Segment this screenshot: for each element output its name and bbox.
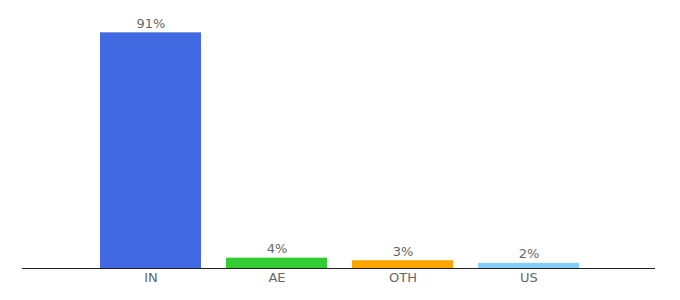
svg-text:2%: 2%: [519, 246, 540, 261]
svg-text:US: US: [520, 270, 538, 285]
svg-text:IN: IN: [144, 270, 158, 285]
svg-text:AE: AE: [268, 270, 285, 285]
svg-text:91%: 91%: [137, 16, 166, 31]
svg-text:3%: 3%: [393, 244, 414, 259]
svg-text:4%: 4%: [267, 241, 288, 256]
svg-text:OTH: OTH: [389, 270, 417, 285]
